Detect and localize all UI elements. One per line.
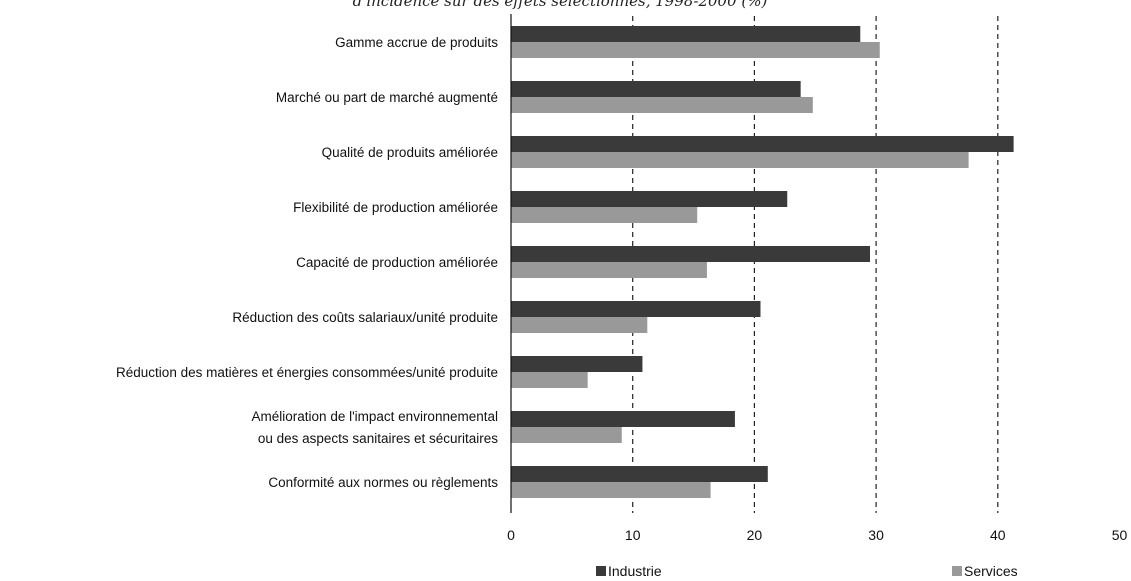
bar-services xyxy=(511,42,880,58)
chart-title: d'incidence sur des effets sélectionnés,… xyxy=(353,0,768,10)
category-label: Réduction des coûts salariaux/unité prod… xyxy=(232,310,498,325)
bar-industrie xyxy=(511,191,788,207)
x-axis: 0 10 20 30 40 50 xyxy=(507,14,1127,543)
bar-industrie xyxy=(511,356,643,372)
category-label: Conformité aux normes ou règlements xyxy=(268,475,498,490)
bar-industrie xyxy=(511,246,871,262)
bar-industrie xyxy=(511,466,768,482)
legend-label: Services xyxy=(964,563,1018,579)
x-tick-label: 20 xyxy=(747,527,763,543)
category-label: Réduction des matières et énergies conso… xyxy=(116,365,498,380)
legend-swatch-industrie xyxy=(596,566,606,576)
category-label: Marché ou part de marché augmenté xyxy=(276,90,498,105)
bar-services xyxy=(511,262,707,278)
legend-swatch-services xyxy=(952,566,962,576)
bar-services xyxy=(511,317,648,333)
bar-industrie xyxy=(511,136,1014,152)
bar-industrie xyxy=(511,81,801,97)
bar-services xyxy=(511,372,588,388)
bars xyxy=(511,26,1014,498)
x-tick-label: 0 xyxy=(507,527,515,543)
bar-industrie xyxy=(511,26,861,42)
legend-label: Industrie xyxy=(608,563,662,579)
category-label: Gamme accrue de produits xyxy=(335,35,498,50)
x-tick-label: 10 xyxy=(625,527,641,543)
category-label: Amélioration de l'impact environnemental xyxy=(252,409,498,424)
bar-industrie xyxy=(511,301,761,317)
bar-services xyxy=(511,152,969,168)
category-label: ou des aspects sanitaires et sécuritaire… xyxy=(258,431,498,446)
category-labels: Gamme accrue de produits Marché ou part d… xyxy=(116,35,498,490)
x-tick-label: 50 xyxy=(1112,527,1128,543)
bar-services xyxy=(511,97,813,113)
x-tick-label: 30 xyxy=(868,527,884,543)
category-label: Qualité de produits améliorée xyxy=(322,145,498,160)
category-label: Flexibilité de production améliorée xyxy=(293,200,498,215)
bar-industrie xyxy=(511,411,735,427)
category-label: Capacité de production améliorée xyxy=(296,255,498,270)
x-tick-label: 40 xyxy=(990,527,1006,543)
bar-services xyxy=(511,427,622,443)
bar-services xyxy=(511,482,711,498)
legend: Industrie Services xyxy=(596,563,1018,579)
bar-services xyxy=(511,207,698,223)
